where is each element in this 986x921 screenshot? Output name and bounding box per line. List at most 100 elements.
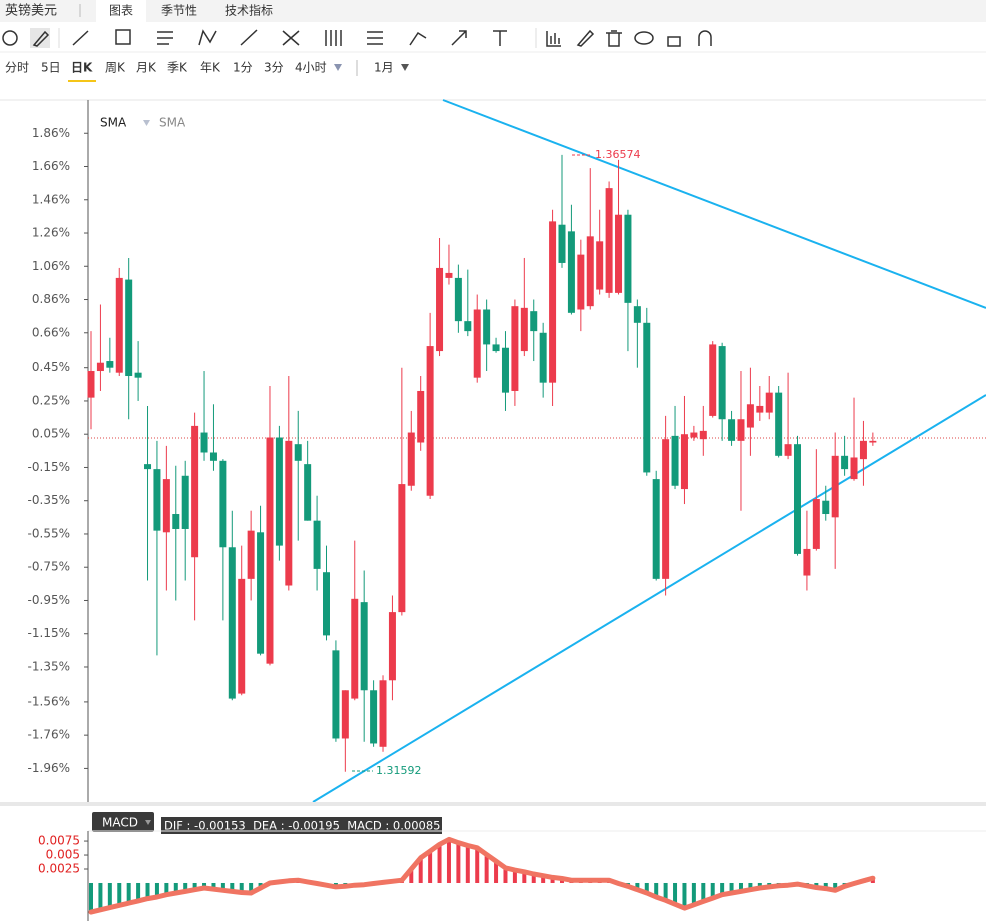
candle-body: [690, 432, 698, 438]
candle-body: [812, 499, 820, 549]
period-active[interactable]: 日K: [71, 61, 93, 75]
histogram-bar: [663, 882, 668, 901]
candle-body: [643, 322, 651, 473]
candle-body: [134, 372, 142, 378]
histogram-bar: [409, 869, 414, 883]
period[interactable]: 3分: [264, 61, 284, 75]
y-tick-label: 0.66%: [32, 325, 70, 339]
period[interactable]: 1月: [374, 61, 394, 75]
tool-icon[interactable]: [72, 30, 89, 46]
legend-arrow[interactable]: [143, 120, 150, 126]
y-tick-label: 0.45%: [32, 360, 70, 374]
tool-icon[interactable]: [240, 29, 258, 46]
y-tick-label: -0.15%: [28, 460, 70, 474]
candle-body: [257, 532, 265, 654]
high-annotation: 1.36574: [595, 148, 641, 161]
tool-icon[interactable]: [493, 30, 507, 46]
candle-body: [181, 475, 189, 529]
period[interactable]: 年K: [200, 61, 221, 75]
dropdown-arrow[interactable]: [145, 820, 151, 825]
histogram-bar: [512, 870, 517, 883]
period[interactable]: 月K: [136, 61, 157, 75]
legend-item: SMA: [100, 116, 127, 130]
candle-body: [492, 344, 500, 352]
histogram-bar: [522, 871, 527, 883]
tool-icon[interactable]: [634, 31, 654, 45]
tool-icon[interactable]: [115, 29, 131, 45]
y-tick-label: -1.76%: [28, 728, 70, 742]
y-tick-label: -1.96%: [28, 761, 70, 775]
dropdown-arrow: [401, 64, 409, 71]
candle-body: [756, 405, 764, 413]
histogram-bar: [550, 877, 555, 883]
tool-icon[interactable]: [198, 29, 217, 46]
candle-body: [558, 224, 566, 263]
histogram-bar: [738, 882, 743, 892]
y-tick-label: -1.56%: [28, 694, 70, 708]
histogram-bar: [154, 882, 159, 897]
candle-body: [125, 279, 133, 377]
candle-body: [454, 277, 462, 322]
histogram-bar: [164, 882, 169, 895]
tool-icon[interactable]: [451, 30, 467, 46]
period[interactable]: 周K: [105, 61, 126, 75]
instrument-title: 英镑美元: [5, 3, 57, 19]
tab[interactable]: 技术指标: [225, 3, 273, 18]
tool-icon[interactable]: [325, 30, 342, 46]
y-tick-label: 0.05%: [32, 427, 70, 441]
candle-body: [228, 547, 236, 699]
tool-icon[interactable]: [667, 36, 681, 47]
candle-body: [718, 346, 726, 420]
y-tick-label: -1.15%: [28, 626, 70, 640]
indicator-button[interactable]: [92, 812, 154, 832]
tool-icon[interactable]: [409, 31, 427, 46]
tool-icon[interactable]: [157, 31, 173, 45]
active-tab-bg: [96, 0, 146, 22]
histogram-bar: [437, 844, 442, 883]
y-tick-label: -0.75%: [28, 560, 70, 574]
period[interactable]: 分时: [5, 61, 29, 75]
tool-icon[interactable]: [32, 30, 50, 47]
candle-body: [680, 434, 688, 490]
candle-body: [332, 650, 340, 739]
histogram-bar: [211, 882, 216, 890]
histogram-bar: [691, 882, 696, 905]
period[interactable]: 4小时: [295, 61, 327, 75]
tool-icon[interactable]: [576, 29, 595, 47]
period[interactable]: 季K: [167, 61, 188, 75]
tool-icon[interactable]: [606, 30, 622, 47]
histogram-bar: [720, 882, 725, 895]
tool-icon[interactable]: [546, 31, 561, 47]
tool-icon[interactable]: [2, 30, 18, 46]
tool-icon[interactable]: [282, 30, 300, 46]
candle-body: [247, 530, 255, 579]
histogram-bar: [710, 882, 715, 899]
candle-body: [417, 390, 425, 443]
candle-body: [549, 221, 557, 383]
y-tick-label: 1.26%: [32, 226, 70, 240]
y-tick-label: 0.86%: [32, 292, 70, 306]
candle-body: [266, 437, 274, 664]
candle-body: [530, 311, 538, 332]
candle-body: [662, 439, 670, 579]
candle-body: [746, 404, 754, 428]
candle-body: [803, 548, 811, 576]
histogram-bar: [107, 882, 112, 908]
period[interactable]: 1分: [233, 61, 253, 75]
candle-body: [577, 254, 585, 310]
period[interactable]: 5日: [41, 61, 61, 75]
period-underline: [68, 80, 96, 82]
candle-body: [200, 432, 208, 453]
tab[interactable]: 图表: [109, 4, 133, 18]
tool-icon[interactable]: [698, 30, 712, 46]
candle-body: [737, 419, 745, 441]
dropdown-arrow[interactable]: [334, 64, 342, 71]
candle-body: [96, 362, 104, 372]
candle-body: [652, 479, 660, 579]
candle-body: [388, 612, 396, 681]
candle-body: [398, 484, 406, 613]
tool-icon[interactable]: [367, 31, 383, 45]
candle-body: [304, 464, 312, 521]
tab[interactable]: 季节性: [161, 4, 197, 18]
candle-body: [370, 690, 378, 744]
